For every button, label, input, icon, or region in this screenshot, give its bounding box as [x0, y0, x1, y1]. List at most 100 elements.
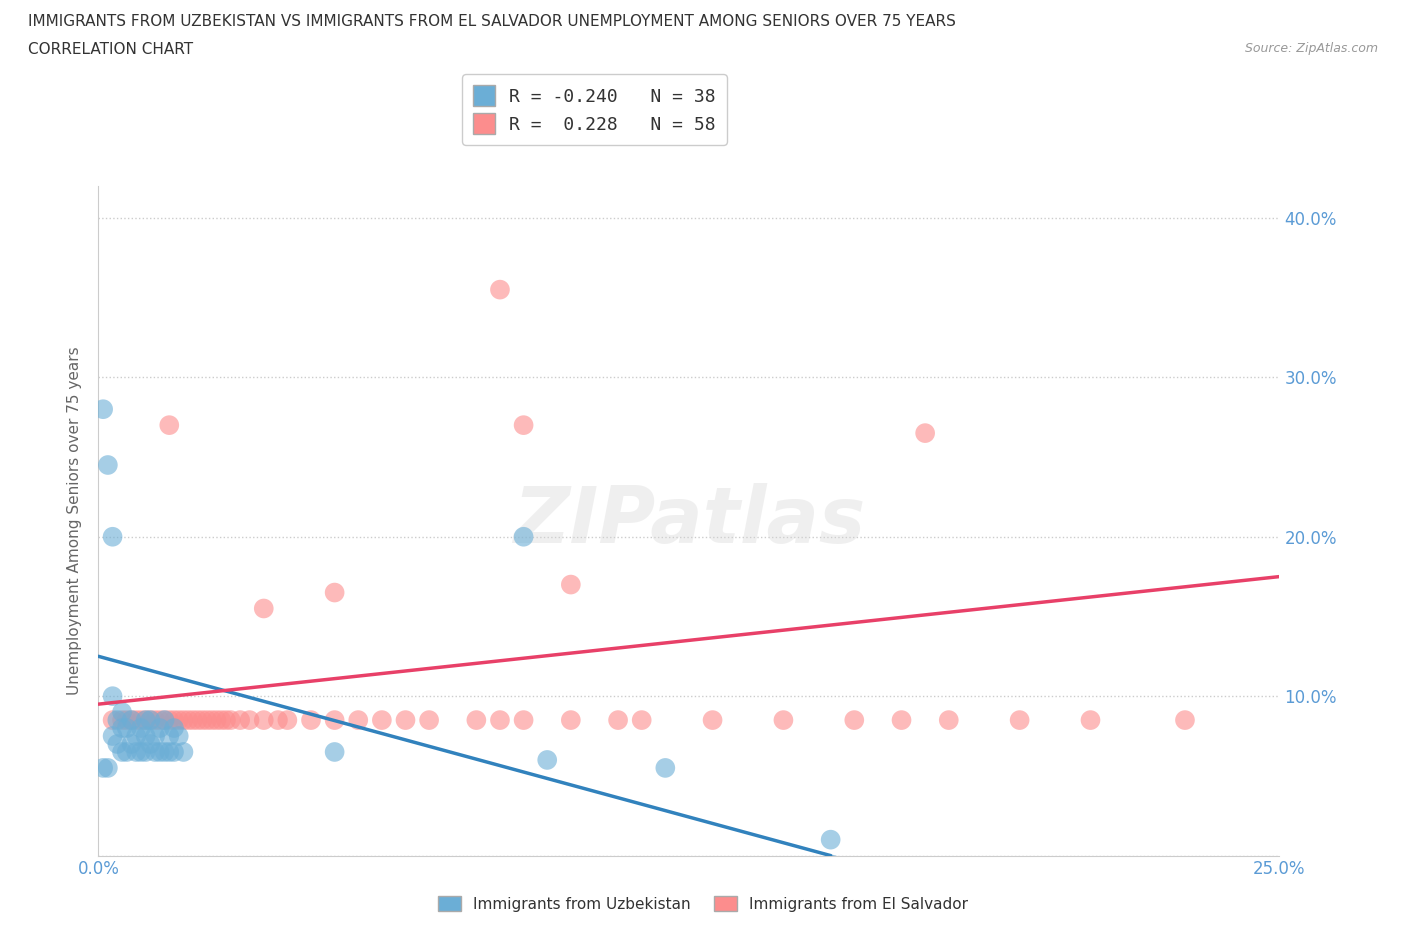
Point — [172, 712, 194, 727]
Point — [253, 601, 276, 616]
Point — [153, 712, 176, 727]
Point — [157, 745, 180, 760]
Point — [143, 728, 166, 743]
Point — [219, 712, 242, 727]
Point — [125, 745, 148, 760]
Point — [1008, 712, 1031, 727]
Point — [121, 737, 143, 751]
Point — [489, 282, 512, 297]
Point — [418, 712, 440, 727]
Point — [267, 712, 290, 727]
Point — [163, 721, 186, 736]
Point — [607, 712, 630, 727]
Text: Source: ZipAtlas.com: Source: ZipAtlas.com — [1244, 42, 1378, 55]
Point — [938, 712, 960, 727]
Point — [820, 832, 842, 847]
Point — [135, 712, 157, 727]
Point — [512, 712, 534, 727]
Point — [489, 712, 512, 727]
Point — [167, 712, 190, 727]
Point — [149, 745, 172, 760]
Point — [347, 712, 370, 727]
Legend: R = -0.240   N = 38, R =  0.228   N = 58: R = -0.240 N = 38, R = 0.228 N = 58 — [463, 74, 727, 145]
Point — [172, 745, 194, 760]
Point — [177, 712, 200, 727]
Point — [536, 752, 558, 767]
Point — [115, 745, 138, 760]
Point — [702, 712, 724, 727]
Point — [371, 712, 394, 727]
Point — [135, 745, 157, 760]
Point — [323, 585, 346, 600]
Y-axis label: Unemployment Among Seniors over 75 years: Unemployment Among Seniors over 75 years — [67, 347, 83, 695]
Point — [191, 712, 214, 727]
Point — [323, 745, 346, 760]
Point — [153, 712, 176, 727]
Point — [139, 737, 162, 751]
Point — [253, 712, 276, 727]
Point — [105, 737, 128, 751]
Point — [560, 578, 582, 592]
Point — [97, 761, 120, 776]
Point — [890, 712, 912, 727]
Point — [111, 712, 134, 727]
Point — [125, 712, 148, 727]
Point — [121, 712, 143, 727]
Point — [465, 712, 488, 727]
Point — [914, 426, 936, 441]
Point — [205, 712, 228, 727]
Point — [512, 529, 534, 544]
Point — [323, 712, 346, 727]
Point — [181, 712, 204, 727]
Point — [195, 712, 218, 727]
Point — [129, 712, 152, 727]
Point — [91, 402, 114, 417]
Point — [101, 728, 124, 743]
Point — [299, 712, 322, 727]
Point — [139, 712, 162, 727]
Point — [97, 458, 120, 472]
Point — [149, 712, 172, 727]
Point — [630, 712, 652, 727]
Point — [115, 712, 138, 727]
Legend: Immigrants from Uzbekistan, Immigrants from El Salvador: Immigrants from Uzbekistan, Immigrants f… — [432, 889, 974, 918]
Point — [215, 712, 238, 727]
Point — [201, 712, 224, 727]
Point — [149, 721, 172, 736]
Point — [239, 712, 262, 727]
Point — [187, 712, 209, 727]
Point — [129, 721, 152, 736]
Point — [101, 689, 124, 704]
Point — [139, 712, 162, 727]
Point — [125, 728, 148, 743]
Point — [111, 745, 134, 760]
Point — [121, 712, 143, 727]
Point — [101, 529, 124, 544]
Point — [844, 712, 866, 727]
Text: ZIPatlas: ZIPatlas — [513, 483, 865, 559]
Point — [394, 712, 416, 727]
Point — [772, 712, 794, 727]
Point — [163, 745, 186, 760]
Point — [157, 418, 180, 432]
Point — [1080, 712, 1102, 727]
Point — [111, 721, 134, 736]
Text: IMMIGRANTS FROM UZBEKISTAN VS IMMIGRANTS FROM EL SALVADOR UNEMPLOYMENT AMONG SEN: IMMIGRANTS FROM UZBEKISTAN VS IMMIGRANTS… — [28, 14, 956, 29]
Point — [135, 712, 157, 727]
Point — [512, 418, 534, 432]
Point — [209, 712, 232, 727]
Point — [560, 712, 582, 727]
Point — [143, 745, 166, 760]
Point — [143, 712, 166, 727]
Point — [276, 712, 298, 727]
Text: CORRELATION CHART: CORRELATION CHART — [28, 42, 193, 57]
Point — [101, 712, 124, 727]
Point — [1174, 712, 1197, 727]
Point — [654, 761, 676, 776]
Point — [129, 745, 152, 760]
Point — [91, 761, 114, 776]
Point — [157, 712, 180, 727]
Point — [115, 721, 138, 736]
Point — [111, 705, 134, 720]
Point — [167, 728, 190, 743]
